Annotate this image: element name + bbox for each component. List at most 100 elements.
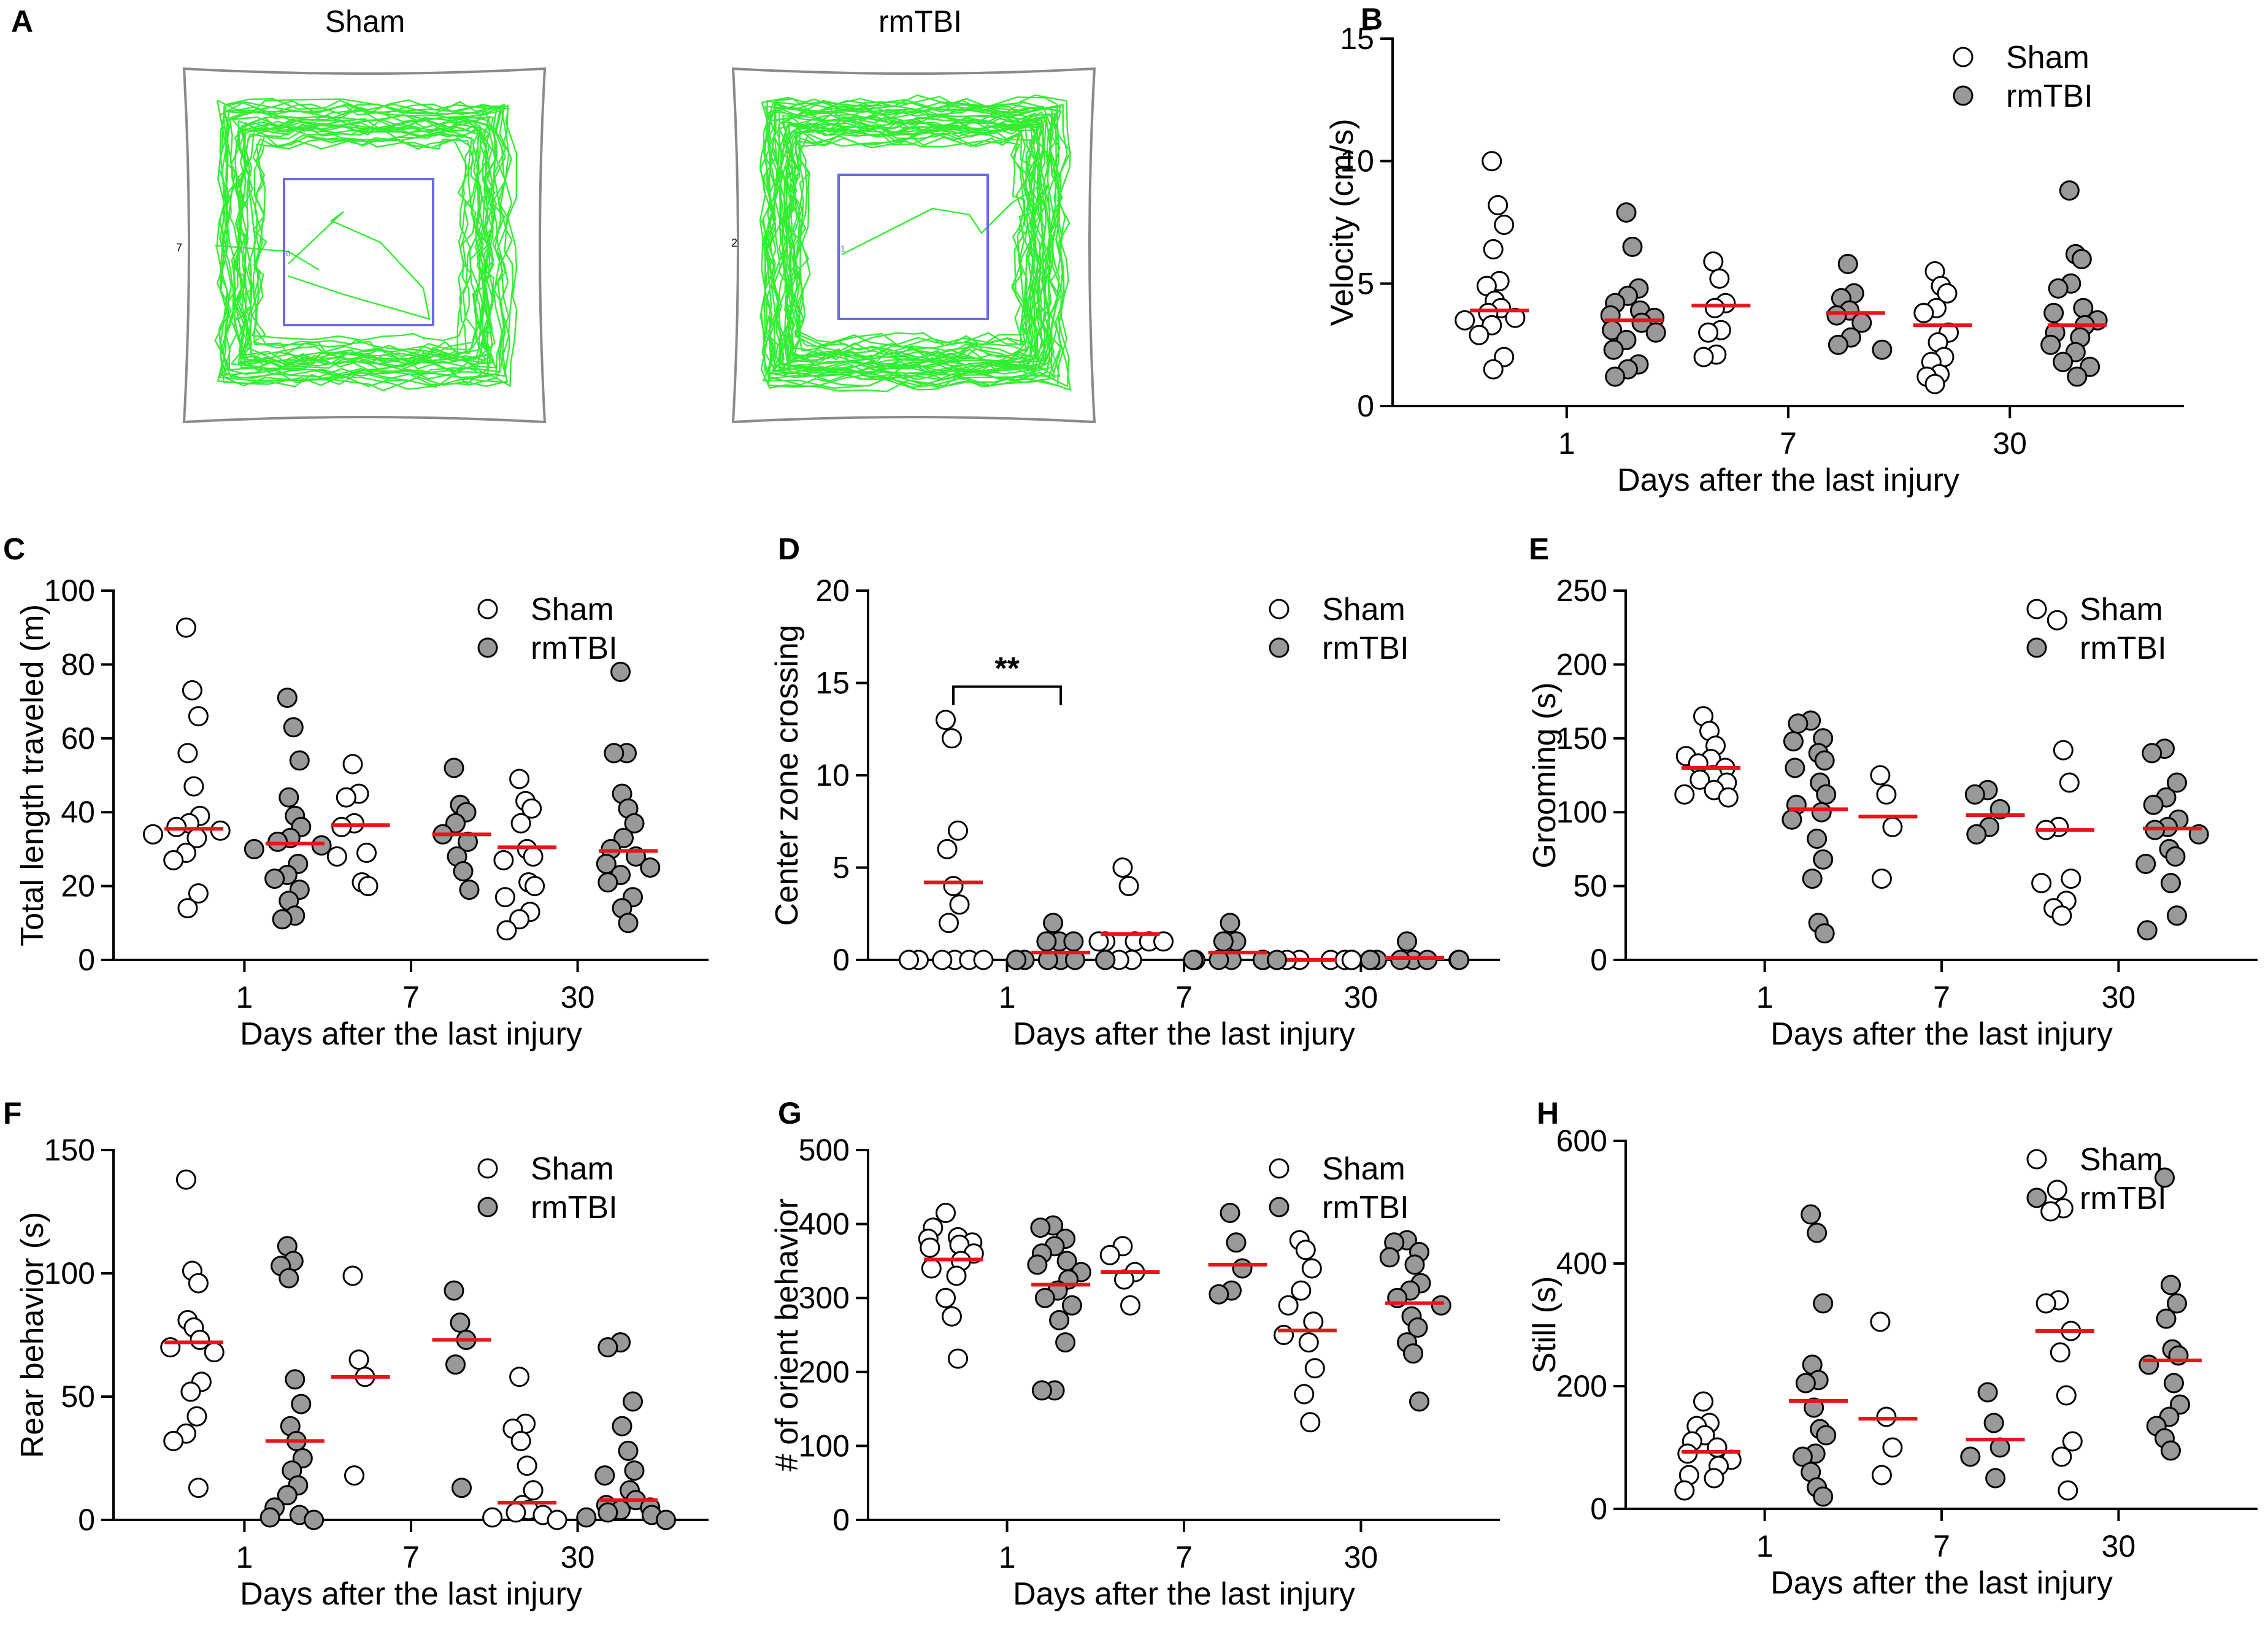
data-point-sham — [175, 617, 196, 638]
legend-marker-sham — [2026, 599, 2047, 619]
track-path — [763, 101, 1064, 380]
data-point-rmtbi — [2071, 248, 2092, 269]
legend-label-rmtbi: rmTBI — [1322, 631, 1409, 666]
data-point-sham — [336, 787, 356, 808]
data-point-rmtbi — [1788, 713, 1809, 734]
data-point-rmtbi — [1983, 1413, 2004, 1433]
data-point-sham — [175, 1169, 196, 1190]
y-tick-label: 200 — [799, 1355, 850, 1389]
data-point-sham — [1882, 1437, 1903, 1458]
legend-label-rmtbi: rmTBI — [531, 1190, 618, 1225]
legend-label-rmtbi: rmTBI — [531, 631, 618, 666]
data-point-rmtbi — [1816, 784, 1837, 805]
track-path — [214, 244, 320, 271]
y-tick-label: 40 — [61, 795, 95, 829]
x-tick-label: 30 — [1993, 426, 2027, 461]
data-point-rmtbi — [2143, 794, 2164, 815]
legend-label-rmtbi: rmTBI — [1322, 1190, 1409, 1225]
data-point-sham — [1295, 1240, 1316, 1260]
data-point-rmtbi — [1034, 1287, 1055, 1308]
data-point-sham — [1698, 322, 1719, 343]
data-point-rmtbi — [1183, 949, 1204, 970]
panel-letter: D — [778, 532, 800, 566]
track-path — [225, 106, 496, 385]
data-point-sham — [188, 1273, 209, 1294]
data-point-sham — [1278, 1295, 1299, 1316]
y-tick-label: 5 — [1357, 266, 1374, 301]
data-point-rmtbi — [1792, 1446, 1813, 1467]
data-point-sham — [1291, 1280, 1312, 1301]
data-point-sham — [344, 1465, 364, 1486]
sham-track-title: Sham — [325, 4, 406, 39]
x-tick-label: 7 — [402, 980, 420, 1014]
y-tick-label: 0 — [1590, 1492, 1607, 1526]
track-path — [240, 123, 487, 364]
x-tick-label: 7 — [1933, 980, 1950, 1014]
data-point-sham — [2051, 905, 2072, 926]
y-tick-label: 80 — [61, 647, 95, 681]
data-point-rmtbi — [444, 757, 464, 778]
x-tick-label: 1 — [1756, 1529, 1774, 1563]
panel-letter: B — [1361, 2, 1383, 36]
track-path — [778, 114, 1045, 375]
data-point-sham — [948, 1348, 968, 1369]
data-point-rmtbi — [2135, 854, 2156, 874]
data-point-rmtbi — [623, 1391, 643, 1412]
y-tick-label: 50 — [61, 1379, 95, 1414]
data-point-rmtbi — [1055, 1332, 1076, 1353]
track-path — [216, 103, 514, 388]
sham-center-zone — [283, 178, 434, 326]
data-point-sham — [2058, 1480, 2078, 1501]
data-point-sham — [496, 920, 517, 941]
track-path — [763, 101, 1058, 379]
data-point-rmtbi — [1807, 829, 1828, 849]
track-path — [789, 125, 1039, 363]
data-point-sham — [547, 1509, 567, 1530]
data-point-rmtbi — [1417, 949, 1438, 970]
data-point-rmtbi — [1782, 809, 1802, 830]
x-tick-label: 1 — [236, 980, 253, 1014]
data-point-sham — [358, 876, 379, 897]
legend-label-sham: Sham — [531, 1151, 614, 1187]
data-point-rmtbi — [598, 1502, 618, 1523]
legend-marker-rmtbi — [477, 1197, 498, 1218]
sham-arena-label: 7 — [176, 242, 182, 254]
data-point-sham — [899, 949, 919, 970]
data-point-sham — [1341, 949, 1362, 970]
data-point-sham — [177, 898, 198, 919]
data-point-sham — [2061, 869, 2082, 889]
x-tick-label: 1 — [999, 1540, 1016, 1574]
track-path — [796, 133, 1029, 345]
data-point-sham — [942, 1306, 962, 1327]
data-point-rmtbi — [2161, 873, 2181, 894]
y-tick-label: 15 — [1340, 21, 1374, 56]
data-point-sham — [1304, 1358, 1325, 1379]
data-point-sham — [1303, 1311, 1324, 1332]
data-point-rmtbi — [624, 813, 645, 834]
data-point-rmtbi — [459, 880, 480, 900]
data-point-sham — [1870, 765, 1891, 786]
data-point-sham — [1703, 251, 1724, 272]
data-point-rmtbi — [1061, 1295, 1082, 1316]
data-point-sham — [523, 846, 544, 867]
data-point-rmtbi — [1783, 731, 1804, 752]
y-tick-label: 20 — [815, 573, 850, 608]
data-point-sham — [188, 883, 209, 904]
data-point-sham — [1301, 1258, 1322, 1279]
data-point-sham — [1488, 195, 1509, 215]
y-tick-label: 5 — [832, 851, 850, 885]
data-point-sham — [921, 1258, 942, 1279]
y-tick-label: 10 — [1340, 144, 1374, 178]
data-point-rmtbi — [1814, 923, 1835, 944]
data-point-sham — [1483, 239, 1504, 259]
data-point-rmtbi — [277, 1485, 298, 1506]
track-path — [762, 98, 1068, 391]
data-point-sham — [2062, 1431, 2083, 1452]
data-point-sham — [2051, 1446, 2072, 1467]
x-axis-title: Days after the last injury — [240, 1576, 582, 1612]
track-path — [253, 133, 472, 355]
y-tick-label: 100 — [1556, 795, 1607, 829]
y-tick-label: 100 — [799, 1429, 850, 1463]
data-point-sham — [1482, 151, 1502, 172]
legend-marker-rmtbi — [2026, 1187, 2047, 1208]
